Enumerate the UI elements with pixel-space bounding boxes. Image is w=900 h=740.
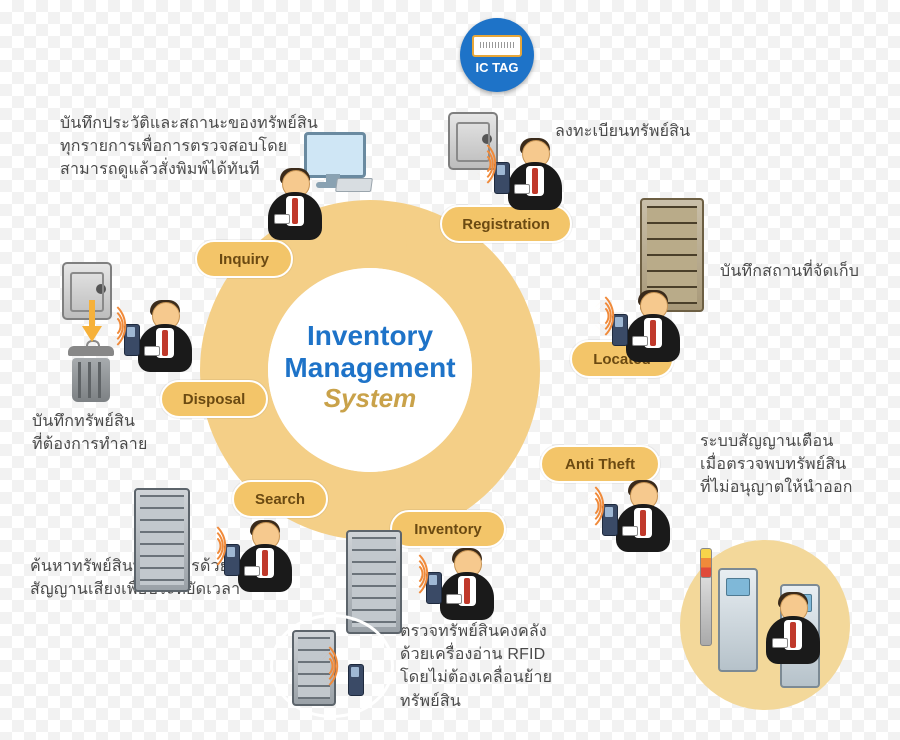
ictag-label: IC TAG xyxy=(475,60,518,75)
scanner-icon xyxy=(106,318,146,358)
stage-pill-antitheft: Anti Theft xyxy=(540,445,660,483)
caption-antitheft_caption: ระบบสัญญานเตือนเมื่อตรวจพบทรัพย์สินที่ไม… xyxy=(700,430,900,500)
ictag-badge: IC TAG xyxy=(460,18,534,92)
title-line1: Inventory xyxy=(260,320,480,352)
disposal-arrow-icon xyxy=(82,300,102,346)
stage-pill-inventory: Inventory xyxy=(390,510,506,548)
scanner-icon xyxy=(330,658,370,698)
person-icon xyxy=(758,592,828,672)
ictag-chip-icon xyxy=(472,35,522,57)
diagram-stage: Inventory Management System IC TAG Regis… xyxy=(0,0,900,740)
scanner-icon xyxy=(584,498,624,538)
title-line2: Management xyxy=(260,352,480,384)
center-title: Inventory Management System xyxy=(260,320,480,414)
scanner-icon xyxy=(408,566,448,606)
scanner-icon xyxy=(206,538,246,578)
caption-located_caption: บันทึกสถานที่จัดเก็บ xyxy=(720,260,890,283)
stage-pill-search: Search xyxy=(232,480,328,518)
title-line3: System xyxy=(260,384,480,414)
caption-registration_caption: ลงทะเบียนทรัพย์สิน xyxy=(555,120,775,143)
server-rack-icon xyxy=(134,488,190,592)
scanner-icon xyxy=(594,308,634,348)
scanner-icon xyxy=(476,156,516,196)
caption-inventory_caption: ตรวจทรัพย์สินคงคลังด้วยเครื่องอ่าน RFIDโ… xyxy=(400,620,630,713)
caption-disposal_caption: บันทึกทรัพย์สินที่ต้องการทำลาย xyxy=(32,410,232,456)
person-icon xyxy=(260,168,330,248)
